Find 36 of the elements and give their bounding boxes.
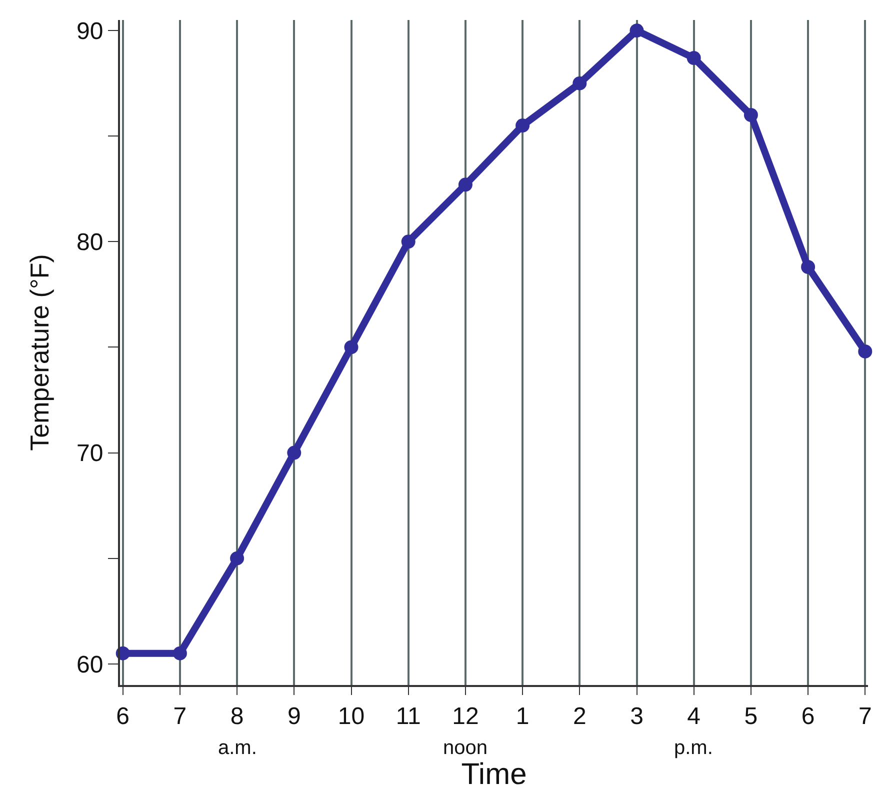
point xyxy=(801,260,816,274)
point xyxy=(630,24,644,38)
x-tick-label: 1 xyxy=(516,702,530,730)
point xyxy=(287,446,302,460)
x-tick-label: 10 xyxy=(338,702,365,730)
x-tick-label: 3 xyxy=(630,702,644,730)
y-tick-label: 70 xyxy=(76,440,104,468)
point xyxy=(744,108,758,122)
x-tick-label: 9 xyxy=(287,702,301,730)
y-axis-title: Temperature (°F) xyxy=(24,254,54,451)
x-axis-title: Time xyxy=(461,758,527,791)
point xyxy=(230,551,244,566)
text: noon xyxy=(443,737,488,759)
x-tick-label: 11 xyxy=(396,702,421,730)
x-tick-label: 7 xyxy=(173,702,187,730)
x-tick-label: 12 xyxy=(452,702,479,730)
point xyxy=(858,344,872,358)
point xyxy=(172,646,187,660)
x-tick-label: 7 xyxy=(858,702,872,730)
y-tick-label: 60 xyxy=(76,651,104,678)
x-tick-label: 4 xyxy=(687,702,701,730)
x-tick-label: 8 xyxy=(230,702,244,730)
point xyxy=(344,340,358,354)
point xyxy=(572,76,587,90)
text: a.m. xyxy=(218,737,257,759)
text: p.m. xyxy=(674,737,713,759)
x-tick-label: 5 xyxy=(744,702,758,730)
x-tick-label: 6 xyxy=(801,702,815,730)
y-tick-label: 90 xyxy=(76,18,104,45)
point xyxy=(401,234,416,249)
point xyxy=(458,178,472,192)
point xyxy=(686,51,701,65)
x-tick-label: 6 xyxy=(116,702,130,730)
y-tick-label: 80 xyxy=(76,229,104,256)
point xyxy=(516,118,530,133)
x-tick-label: 2 xyxy=(572,702,586,730)
